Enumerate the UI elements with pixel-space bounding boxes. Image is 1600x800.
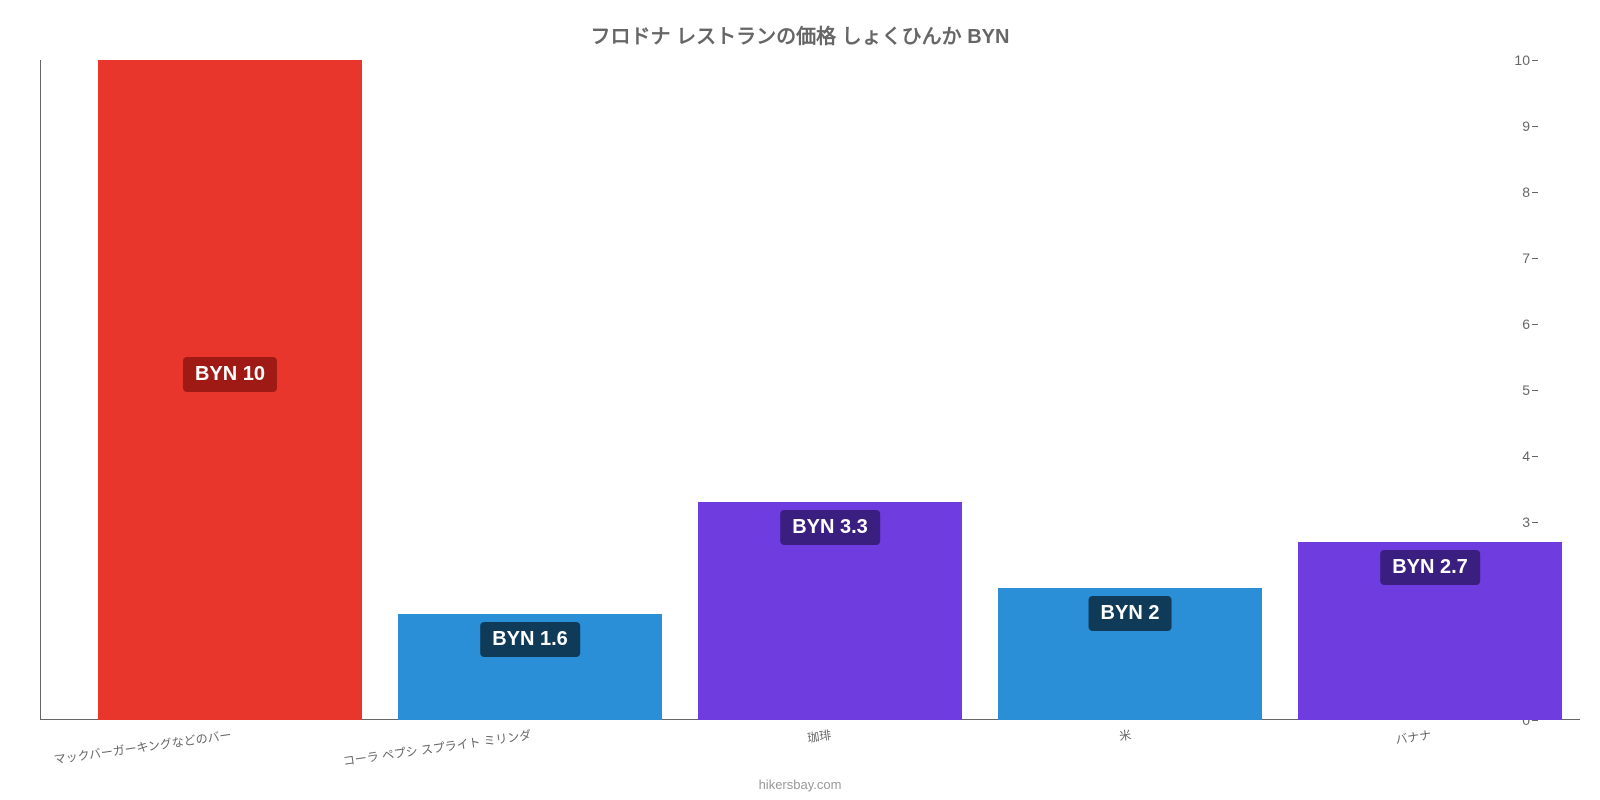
chart-title: フロドナ レストランの価格 しょくひんか BYN <box>0 0 1600 49</box>
plot-area: 012345678910 BYN 10BYN 1.6BYN 3.3BYN 2BY… <box>80 60 1580 720</box>
x-axis-label: コーラ ペプシ スプライト ミリンダ <box>342 726 533 769</box>
bar: BYN 2 <box>998 588 1262 720</box>
bar: BYN 1.6 <box>398 614 662 720</box>
bar-value-label: BYN 2.7 <box>1380 550 1480 585</box>
bar: BYN 3.3 <box>698 502 962 720</box>
attribution: hikersbay.com <box>759 777 842 792</box>
bar-value-label: BYN 10 <box>183 357 277 392</box>
y-tick-mark <box>1532 720 1538 721</box>
bars-container: BYN 10 BYN 1.6 BYN 3.3 BYN 2 BYN 2.7 <box>80 60 1580 720</box>
x-axis-label: 珈琲 <box>806 726 832 746</box>
bar: BYN 10 <box>98 60 362 720</box>
bar-value-label: BYN 1.6 <box>480 622 580 657</box>
x-axis-label: 米 <box>1118 726 1132 745</box>
x-axis-label: マックバーガーキングなどのバー <box>53 726 233 768</box>
y-axis-line <box>40 60 41 720</box>
bar-value-label: BYN 3.3 <box>780 510 880 545</box>
x-axis-label: バナナ <box>1394 726 1432 748</box>
bar: BYN 2.7 <box>1298 542 1562 720</box>
bar-value-label: BYN 2 <box>1089 596 1172 631</box>
